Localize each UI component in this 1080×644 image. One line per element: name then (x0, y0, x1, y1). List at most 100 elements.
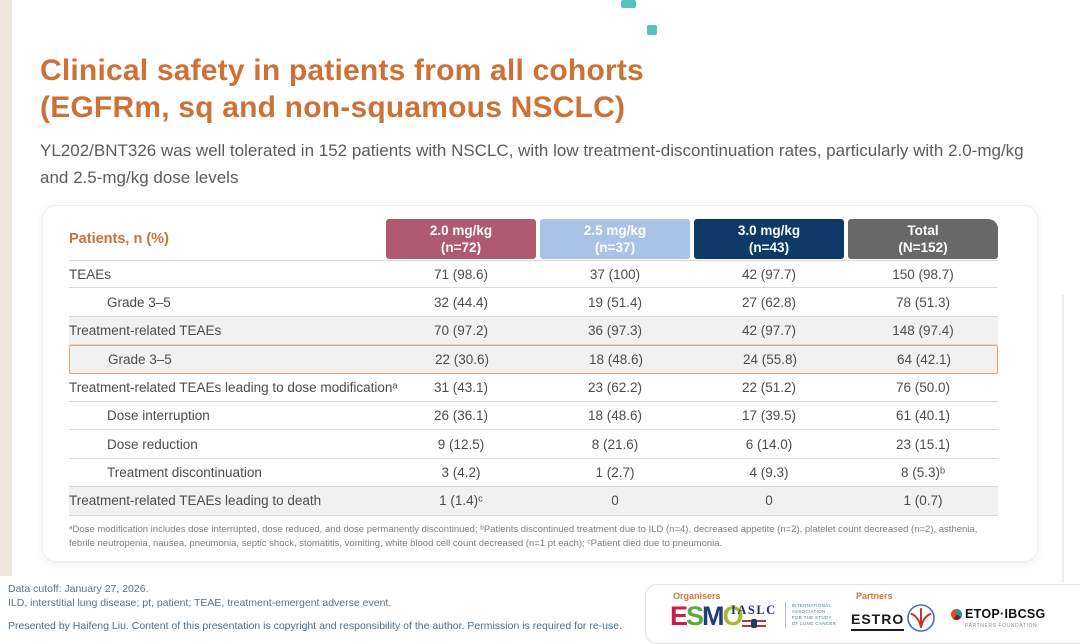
row-label: TEAEs (69, 266, 112, 282)
etop-sphere-icon (951, 608, 962, 620)
row-value-2-5mgkg: 37 (100) (589, 266, 641, 282)
table-row: Treatment-related TEAEs leading to death… (69, 487, 998, 516)
table-row: Grade 3–5 22 (30.6) 18 (48.6) 24 (55.8) … (69, 345, 998, 374)
table-row: Treatment-related TEAEs 70 (97.2) 36 (97… (69, 316, 998, 346)
panel-divider (1062, 295, 1064, 583)
row-value-2-0mgkg: 31 (43.1) (433, 379, 489, 395)
iaslc-divider (784, 602, 786, 628)
esmo-letter-o: O (722, 601, 744, 631)
table-row: Dose interruption 26 (36.1) 18 (48.6) 17… (69, 402, 998, 431)
row-value-3-0mgkg: 42 (97.7) (741, 266, 797, 282)
iaslc-logo: IASLC INTERNATIONAL ASSOCIATION FOR THE … (731, 602, 836, 628)
dose-column-header: Total (N=152) (848, 219, 998, 259)
row-value-2-5mgkg: 8 (21.6) (591, 436, 639, 452)
slide-title: Clinical safety in patients from all coh… (40, 52, 644, 126)
table-row: Dose reduction 9 (12.5) 8 (21.6) 6 (14.0… (69, 430, 998, 459)
esmo-letter-e: E (670, 601, 688, 631)
etop-text: ETOP·IBCSG (965, 607, 1046, 621)
data-cutoff-note: Data cutoff: January 27, 2026. (8, 583, 149, 595)
row-value-3-0mgkg: 4 (9.3) (749, 464, 789, 480)
row-value-2-0mgkg: 32 (44.4) (433, 294, 489, 310)
dose-column-header: 2.0 mg/kg (n=72) (386, 219, 536, 259)
watermark-mark-top (621, 0, 636, 8)
table-header-row: Patients, n (%) 2.0 mg/kg (n=72) 2.5 mg/… (69, 218, 998, 260)
esmo-logo: ESMO (670, 601, 744, 632)
row-value-2-0mgkg: 3 (4.2) (441, 464, 481, 480)
row-value-3-0mgkg: 22 (51.2) (741, 379, 797, 395)
dose-column-header-dose: 2.0 mg/kg (429, 223, 493, 238)
row-value-2-0mgkg: 26 (36.1) (433, 408, 489, 424)
row-value-total: 76 (50.0) (895, 379, 951, 395)
row-value-3-0mgkg: 17 (39.5) (741, 408, 797, 424)
partners-label: Partners (856, 591, 893, 601)
iaslc-text: IASLC (731, 603, 777, 617)
partner-emblem-icon (906, 603, 936, 638)
table-corner-label: Patients, n (%) (69, 231, 169, 247)
dose-column-header-n: (n=72) (440, 240, 482, 255)
row-value-2-5mgkg: 23 (62.2) (587, 379, 643, 395)
esmo-letter-s: S (686, 601, 704, 631)
row-value-2-0mgkg: 22 (30.6) (434, 351, 490, 367)
row-value-2-0mgkg: 71 (98.6) (433, 266, 489, 282)
abbreviations-note: ILD, interstitial lung disease; pt, pati… (8, 597, 392, 609)
row-value-2-5mgkg: 18 (48.6) (587, 408, 643, 424)
row-label: Treatment-related TEAEs leading to death (69, 493, 322, 509)
row-value-2-0mgkg: 9 (12.5) (437, 436, 485, 452)
row-value-2-0mgkg: 70 (97.2) (433, 322, 489, 338)
row-value-total: 1 (0.7) (903, 493, 943, 509)
row-value-2-5mgkg: 0 (611, 493, 619, 509)
row-value-2-5mgkg: 36 (97.3) (587, 322, 643, 338)
row-value-3-0mgkg: 0 (765, 493, 773, 509)
dose-column-header-n: (N=152) (898, 240, 948, 255)
row-label: Treatment-related TEAEs (69, 322, 222, 338)
esmo-letter-m: M (702, 601, 724, 631)
iaslc-wordmark: IASLC (731, 603, 777, 628)
table-row: Grade 3–5 32 (44.4) 19 (51.4) 27 (62.8) … (69, 288, 998, 317)
iaslc-emblem-icon (741, 619, 766, 628)
organisers-label: Organisers (673, 591, 721, 601)
row-value-3-0mgkg: 27 (62.8) (741, 294, 797, 310)
row-value-2-5mgkg: 1 (2.7) (595, 464, 635, 480)
table-footnote: ᵃDose modification includes dose interru… (69, 523, 978, 549)
watermark-mark-small (647, 25, 657, 35)
slide-title-line1: Clinical safety in patients from all coh… (40, 54, 644, 87)
presented-by-note: Presented by Haifeng Liu. Content of thi… (8, 620, 622, 632)
row-value-2-5mgkg: 19 (51.4) (587, 294, 643, 310)
row-value-total: 78 (51.3) (895, 294, 951, 310)
table-row: Treatment-related TEAEs leading to dose … (69, 374, 998, 402)
row-value-2-0mgkg: 1 (1.4)ᶜ (439, 493, 483, 509)
row-label: Grade 3–5 (108, 351, 172, 367)
dose-column-header-n: (n=37) (594, 240, 636, 255)
table-row: TEAEs 71 (98.6) 37 (100) 42 (97.7) 150 (… (69, 260, 998, 289)
table-body: TEAEs 71 (98.6) 37 (100) 42 (97.7) 150 (… (69, 260, 998, 516)
row-label: Grade 3–5 (107, 294, 171, 310)
row-value-total: 150 (98.7) (892, 266, 954, 282)
row-value-total: 8 (5.3)ᵇ (900, 464, 946, 480)
row-value-total: 23 (15.1) (895, 436, 951, 452)
organisers-partners-card: Organisers ESMO IASLC INTERNATIONAL ASSO… (645, 584, 1080, 644)
row-label: Treatment discontinuation (107, 464, 262, 480)
row-value-total: 61 (40.1) (895, 408, 951, 424)
estro-logo: ESTRO (851, 611, 905, 631)
dose-column-header-n: (n=43) (748, 240, 790, 255)
row-value-3-0mgkg: 24 (55.8) (742, 351, 798, 367)
row-label: Dose interruption (107, 408, 210, 424)
etop-ibcsg-logo: ETOP·IBCSG PARTNERS FOUNDATION (951, 607, 1046, 629)
slide-edge-strip (0, 0, 12, 576)
dose-column-header: 3.0 mg/kg (n=43) (694, 219, 844, 259)
dose-column-header-dose: 3.0 mg/kg (737, 223, 801, 238)
etop-subtitle: PARTNERS FOUNDATION (965, 623, 1038, 629)
row-label: Dose reduction (107, 436, 198, 452)
slide-title-line2: (EGFRm, sq and non-squamous NSCLC) (40, 91, 626, 124)
row-value-3-0mgkg: 6 (14.0) (745, 436, 793, 452)
row-value-total: 64 (42.1) (896, 351, 952, 367)
dose-column-header-dose: 2.5 mg/kg (583, 223, 647, 238)
row-value-3-0mgkg: 42 (97.7) (741, 322, 797, 338)
safety-table-card: Patients, n (%) 2.0 mg/kg (n=72) 2.5 mg/… (42, 205, 1038, 562)
table-row: Treatment discontinuation 3 (4.2) 1 (2.7… (69, 459, 998, 488)
row-value-total: 148 (97.4) (892, 322, 954, 338)
row-label: Treatment-related TEAEs leading to dose … (69, 379, 398, 395)
row-value-2-5mgkg: 18 (48.6) (588, 351, 644, 367)
dose-column-header-dose: Total (907, 223, 939, 238)
